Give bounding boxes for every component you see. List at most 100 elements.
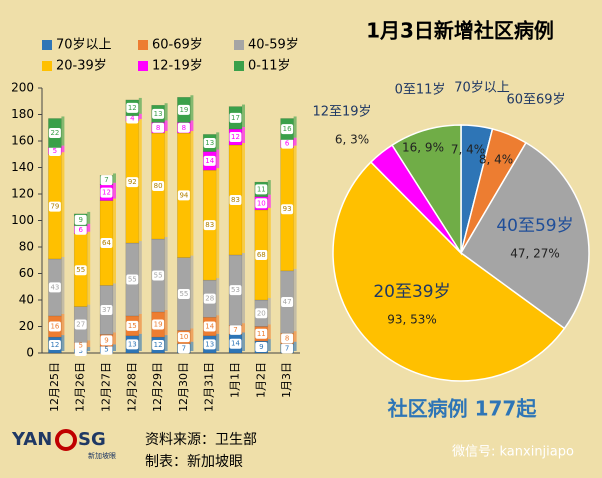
value-label-box xyxy=(48,145,61,156)
value-label-box xyxy=(74,265,87,276)
value-label: 7 xyxy=(285,344,289,352)
value-label: 5 xyxy=(104,346,108,354)
bar-side xyxy=(87,347,91,351)
value-label: 8 xyxy=(285,334,289,342)
slice-value-label: 93, 53% xyxy=(387,313,437,327)
value-label-box xyxy=(281,138,294,149)
value-label: 4 xyxy=(130,114,135,122)
y-tick-label: 100 xyxy=(11,213,34,227)
bar-side xyxy=(190,328,194,342)
value-label-box xyxy=(48,282,61,293)
slice-value-label: 16, 9% xyxy=(402,141,444,155)
value-label: 12 xyxy=(102,189,111,197)
y-tick-label: 180 xyxy=(11,107,34,121)
value-label: 5 xyxy=(53,147,57,155)
logo-sub: 新加坡眼 xyxy=(88,451,116,460)
x-tick-label: 12月26日 xyxy=(74,362,87,412)
value-label-box xyxy=(100,304,113,315)
value-label-box xyxy=(74,340,87,351)
bar-side xyxy=(87,304,91,341)
legend-swatch xyxy=(42,40,52,50)
value-label: 80 xyxy=(154,182,163,190)
value-label-box xyxy=(126,177,139,188)
value-label: 12 xyxy=(128,104,137,112)
value-label: 20 xyxy=(257,309,266,317)
value-label: 55 xyxy=(154,271,163,279)
value-label-box xyxy=(74,319,87,330)
value-label: 13 xyxy=(205,139,214,147)
y-tick-label: 160 xyxy=(11,134,34,148)
value-label-box xyxy=(203,321,216,332)
value-label-box xyxy=(281,296,294,307)
legend-swatch xyxy=(138,40,148,50)
bar-side xyxy=(113,182,116,199)
watermark: 微信号: kanxinjiapo xyxy=(452,445,574,460)
value-label: 9 xyxy=(78,216,82,224)
value-label-box xyxy=(203,155,216,166)
value-label: 27 xyxy=(76,321,85,329)
value-label-box xyxy=(152,340,165,351)
legend-label: 60-69岁 xyxy=(152,38,203,53)
legend-swatch xyxy=(42,61,52,71)
value-label-box xyxy=(152,319,165,330)
bar-side xyxy=(164,131,168,238)
value-label: 11 xyxy=(257,185,266,193)
value-label: 7 xyxy=(182,344,186,352)
slice-value-label: 7, 4% xyxy=(451,143,485,157)
slice-name: 12至19岁 xyxy=(312,105,371,120)
value-label: 93 xyxy=(283,205,292,213)
value-label-box xyxy=(229,338,242,349)
value-label-box xyxy=(48,128,61,139)
value-label-box xyxy=(203,137,216,148)
value-label: 12 xyxy=(50,341,59,349)
bar-side xyxy=(216,333,220,351)
slice-value-label: 6, 3% xyxy=(335,133,369,147)
bar-side xyxy=(138,313,142,334)
bar-side xyxy=(138,119,142,242)
value-label: 10 xyxy=(179,333,188,341)
legend-swatch xyxy=(138,61,148,71)
value-label: 55 xyxy=(76,266,85,274)
value-label: 6 xyxy=(285,140,290,148)
value-label: 22 xyxy=(50,129,59,137)
value-label-box xyxy=(126,320,139,331)
pie-slice xyxy=(332,161,566,382)
value-label: 16 xyxy=(283,125,292,133)
value-label-box xyxy=(74,224,87,235)
x-tick-label: 12月28日 xyxy=(125,362,138,412)
y-tick-label: 40 xyxy=(19,293,34,307)
bar-side xyxy=(164,237,168,310)
value-label-box xyxy=(255,198,268,209)
x-tick-label: 12月30日 xyxy=(177,362,190,412)
value-label: 14 xyxy=(231,340,240,348)
logo-left: YAN xyxy=(11,429,52,450)
maker: 制表：新加坡眼 xyxy=(145,454,243,470)
slice-value-label: 8, 4% xyxy=(479,153,513,167)
y-tick-label: 120 xyxy=(11,187,34,201)
value-label-box xyxy=(100,344,113,355)
value-label: 14 xyxy=(205,157,214,165)
y-tick-label: 60 xyxy=(19,266,34,280)
legend-label: 12-19岁 xyxy=(152,59,203,74)
bar-side xyxy=(190,120,194,132)
value-label: 53 xyxy=(231,286,240,294)
bar-side xyxy=(190,255,194,329)
bar-side xyxy=(113,173,116,183)
value-label: 19 xyxy=(154,321,163,329)
bar-side xyxy=(138,241,142,314)
value-label: 15 xyxy=(128,322,137,330)
value-label: 13 xyxy=(128,340,137,348)
value-label: 7 xyxy=(233,326,237,334)
value-label: 8 xyxy=(156,124,160,132)
value-label: 68 xyxy=(257,251,266,259)
value-label-box xyxy=(281,333,294,344)
value-label-box xyxy=(177,332,190,343)
bar-side xyxy=(87,231,91,305)
bar-side xyxy=(216,149,220,169)
value-label-box xyxy=(255,184,268,195)
value-label-box xyxy=(48,321,61,332)
value-label-box xyxy=(100,335,113,346)
pie-slice xyxy=(391,124,462,256)
value-label: 9 xyxy=(104,336,108,344)
slice-name: 70岁以上 xyxy=(454,81,510,96)
